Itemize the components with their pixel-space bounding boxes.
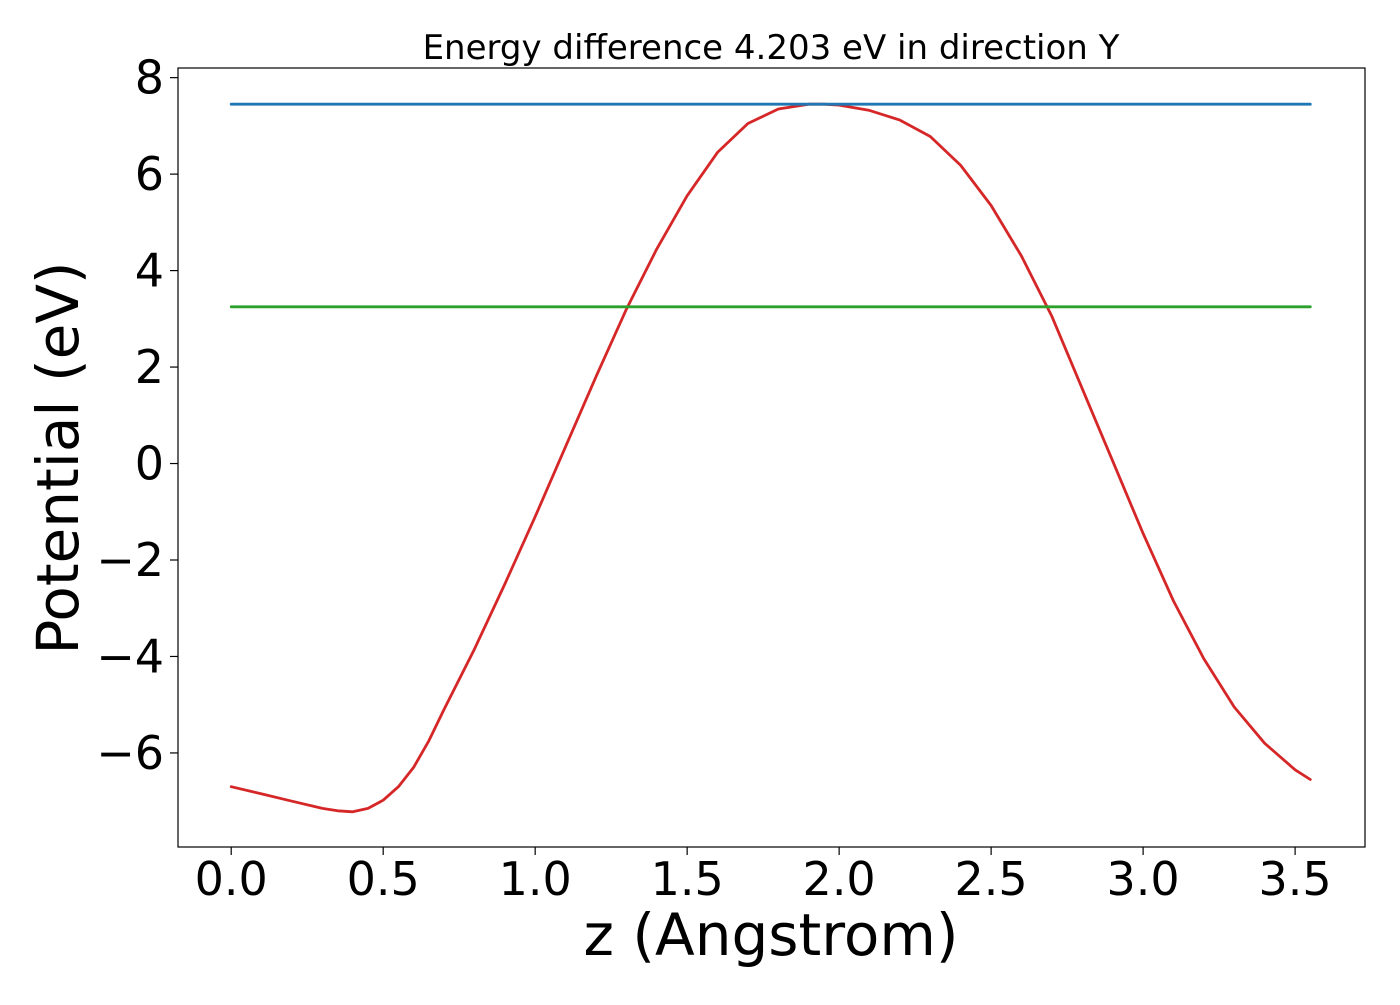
series-layer bbox=[229, 102, 1312, 814]
y-tick-label: 0 bbox=[135, 437, 164, 491]
y-tick-label: 2 bbox=[135, 340, 164, 394]
potential-curve bbox=[229, 102, 1312, 814]
y-tick-label: 4 bbox=[135, 244, 164, 298]
y-axis-label: Potential (eV) bbox=[24, 261, 92, 654]
x-tick-label: 3.0 bbox=[1107, 852, 1180, 906]
x-tick-label: 0.5 bbox=[347, 852, 420, 906]
x-tick-label: 3.5 bbox=[1259, 852, 1332, 906]
x-tick-label: 1.5 bbox=[651, 852, 724, 906]
y-tick-label: 8 bbox=[135, 51, 164, 105]
y-tick-label: 6 bbox=[135, 147, 164, 201]
x-tick-label: 1.0 bbox=[499, 852, 572, 906]
x-tick-label: 2.0 bbox=[803, 852, 876, 906]
chart-title: Energy difference 4.203 eV in direction … bbox=[423, 28, 1120, 68]
x-tick-label: 0.0 bbox=[195, 852, 268, 906]
y-axis: −6 −4 −2 0 2 4 6 8 bbox=[96, 51, 178, 780]
y-tick-label: −6 bbox=[96, 726, 164, 780]
x-axis: 0.0 0.5 1.0 1.5 2.0 2.5 3.0 3.5 bbox=[195, 847, 1332, 906]
plot-frame bbox=[177, 67, 1366, 848]
y-tick-label: −4 bbox=[96, 629, 164, 683]
y-tick-label: −2 bbox=[96, 533, 164, 587]
x-tick-label: 2.5 bbox=[955, 852, 1028, 906]
x-axis-label: z (Angstrom) bbox=[584, 901, 959, 969]
